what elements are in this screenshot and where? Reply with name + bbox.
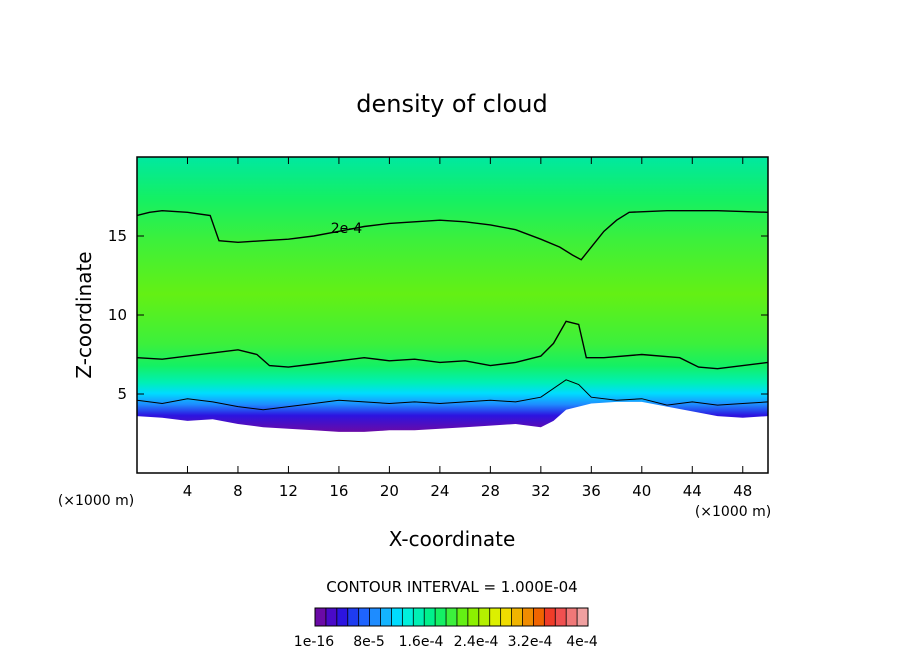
x-unit-right: (×1000 m)	[695, 504, 771, 520]
colorbar-swatch	[577, 608, 589, 626]
y-axis-ticks: 5 10 15	[108, 227, 768, 403]
colorbar-labels: 1e-16 8e-5 1.6e-4 2.4e-4 3.2e-4 4e-4	[294, 634, 598, 650]
x-tick-label: 12	[279, 482, 298, 500]
chart-title: density of cloud	[356, 90, 547, 118]
colorbar-swatch	[424, 608, 436, 626]
x-tick-label: 20	[380, 482, 399, 500]
contour-line-lower	[137, 320, 768, 370]
x-tick-label: 40	[632, 482, 651, 500]
colorbar-swatch	[555, 608, 567, 626]
x-tick-label: 16	[329, 482, 348, 500]
colorbar-swatch	[347, 608, 359, 626]
colorbar-swatch	[467, 608, 480, 626]
colorbar-label: 3.2e-4	[508, 634, 553, 650]
colorbar-swatch	[544, 608, 556, 626]
colorbar-swatch	[402, 608, 414, 626]
contour-interval-text: CONTOUR INTERVAL = 1.000E-04	[326, 578, 577, 596]
x-tick-label: 8	[233, 482, 243, 500]
x-tick-label: 36	[582, 482, 601, 500]
x-tick-label: 24	[430, 482, 449, 500]
x-axis-ticks: 4 8 12 16 20 24 28 32 36 40 44 48	[183, 157, 752, 500]
colorbar-swatch	[522, 608, 534, 626]
colorbar-label: 8e-5	[353, 634, 384, 650]
colorbar-swatch	[358, 608, 370, 626]
colorbar-swatch	[566, 608, 578, 626]
plot-area: 2e-4	[136, 156, 769, 474]
colorbar-swatch	[380, 608, 392, 626]
colorbar-swatch	[533, 608, 545, 626]
colorbar-swatch	[325, 608, 338, 626]
x-unit-left: (×1000 m)	[58, 493, 134, 509]
y-axis-label: Z-coordinate	[72, 251, 96, 378]
y-tick-label: 10	[108, 306, 127, 324]
colorbar-swatch	[456, 608, 469, 626]
cloud-density-fill	[137, 157, 768, 432]
x-tick-label: 48	[733, 482, 752, 500]
colorbar-swatch	[391, 608, 403, 626]
colorbar-swatch	[413, 608, 425, 626]
colorbar-swatch	[478, 608, 491, 626]
contour-line-base	[137, 379, 768, 411]
x-tick-label: 44	[683, 482, 702, 500]
contour-label: 2e-4	[331, 221, 363, 237]
x-tick-label: 32	[531, 482, 550, 500]
colorbar-label: 1.6e-4	[399, 634, 444, 650]
y-tick-label: 15	[108, 227, 127, 245]
colorbar-label: 4e-4	[566, 634, 598, 650]
x-tick-label: 4	[183, 482, 193, 500]
colorbar-swatch	[369, 608, 381, 626]
colorbar-swatch	[511, 608, 523, 626]
colorbar-swatch	[435, 608, 447, 626]
contour-line-2e-4	[137, 209, 768, 261]
colorbar-swatch	[336, 608, 349, 626]
colorbar-label: 1e-16	[294, 634, 334, 650]
y-tick-label: 5	[117, 385, 127, 403]
colorbar-swatch	[489, 608, 501, 626]
x-axis-label: X-coordinate	[389, 527, 516, 551]
colorbar	[314, 607, 589, 627]
colorbar-frame	[314, 607, 589, 627]
colorbar-swatch	[315, 608, 327, 626]
colorbar-label: 2.4e-4	[454, 634, 499, 650]
colorbar-swatch	[446, 608, 458, 626]
x-tick-label: 28	[481, 482, 500, 500]
colorbar-swatch	[500, 608, 512, 626]
cloud-density-field	[137, 157, 768, 432]
contour-lines: 2e-4	[137, 209, 768, 411]
